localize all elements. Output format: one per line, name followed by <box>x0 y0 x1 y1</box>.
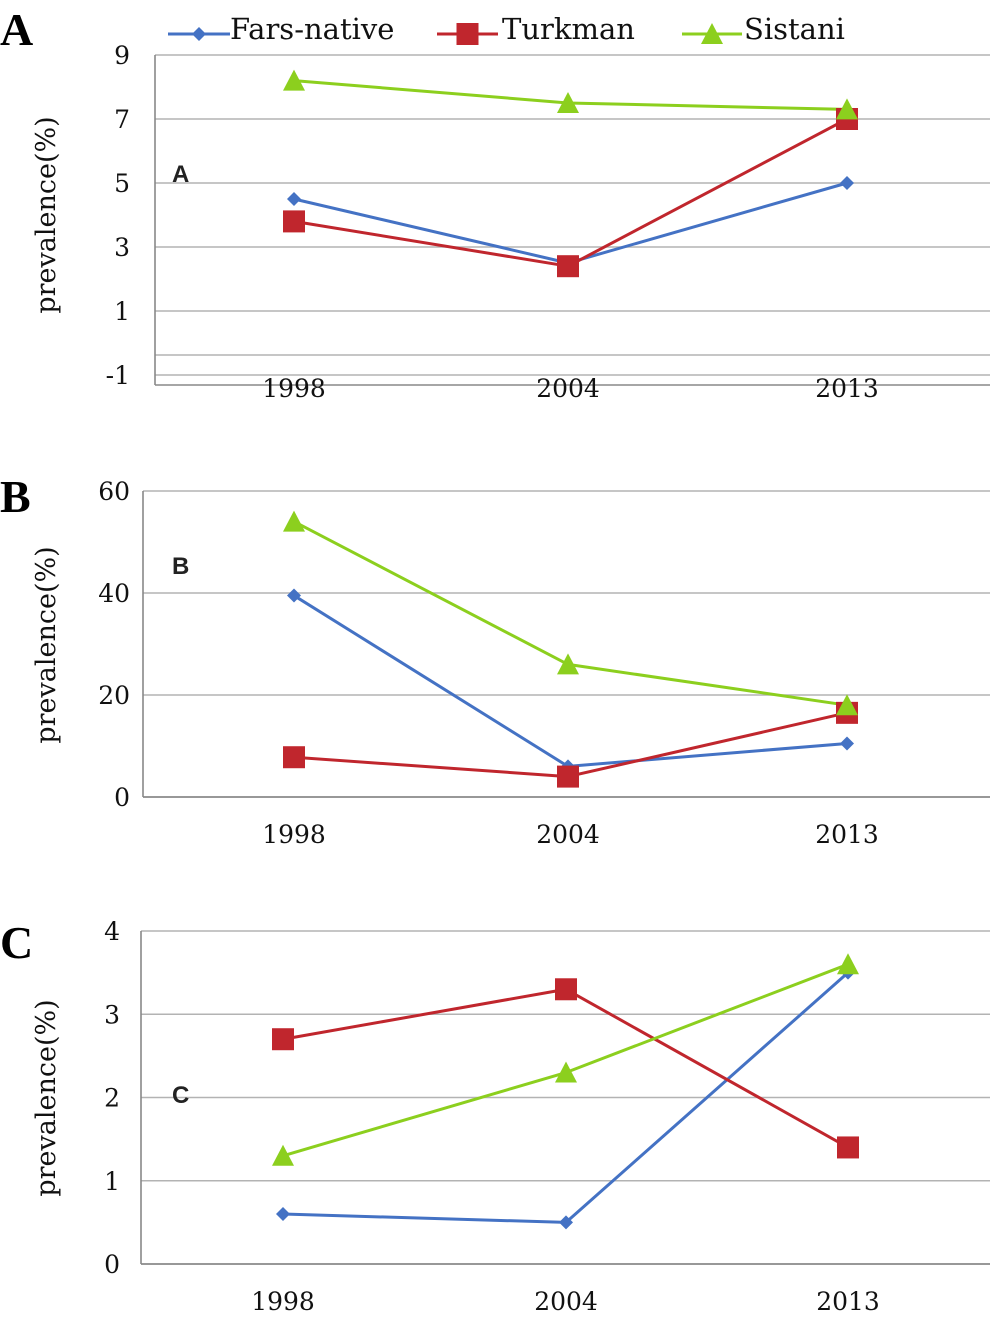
panel-c-point-turkman <box>837 1136 859 1159</box>
panel-a-xtick-label: 2004 <box>536 374 600 403</box>
panel-a-ytick-label: 1 <box>114 297 130 326</box>
legend-label-sistani: Sistani <box>744 12 845 46</box>
panel-a-point-fars-native <box>287 192 301 206</box>
panel-c-ytick-label: 2 <box>104 1084 120 1113</box>
panel-a-line-fars-native <box>293 181 848 265</box>
panel-c-xtick-label: 2013 <box>816 1287 880 1316</box>
panel-a: A 9 7 5 3 1 -1 prevalence(%) A 1998 2004 2013 <box>0 4 990 403</box>
panel-b-xtick-label: 1998 <box>262 820 326 849</box>
panel-a-point-turkman <box>557 255 579 278</box>
legend-item-sistani: Sistani <box>682 12 845 46</box>
panel-a-inner-label: A <box>172 161 189 188</box>
panel-b-point-sistani <box>283 510 305 532</box>
panel-b-inner-label: B <box>172 553 189 580</box>
legend-item-fars-native: Fars-native <box>168 12 394 46</box>
panel-a-ytick-label: 3 <box>114 233 130 262</box>
panel-b-line-fars-native <box>293 594 848 768</box>
panel-b-ylabel: prevalence(%) <box>31 546 62 743</box>
panel-a-ytick-label: 9 <box>114 41 130 70</box>
legend-marker-turkman <box>456 23 479 45</box>
panel-b-ytick-label: 60 <box>98 477 130 506</box>
panel-a-ytick-label: 7 <box>114 105 130 134</box>
panel-b-point-sistani <box>836 694 858 716</box>
panel-b-ytick-label: 40 <box>98 579 130 608</box>
panel-c-letter: C <box>0 917 33 968</box>
panel-a-point-turkman <box>283 210 305 233</box>
panel-b-point-turkman <box>557 765 579 788</box>
panel-c-point-sistani <box>837 953 859 975</box>
panel-a-letter: A <box>0 4 33 55</box>
panel-b-letter: B <box>0 471 31 522</box>
panel-b-xtick-label: 2004 <box>536 820 600 849</box>
panel-a-point-sistani <box>836 98 858 120</box>
panel-c-point-fars-native <box>276 1207 290 1222</box>
panel-a-point-sistani <box>557 92 579 113</box>
panel-c-ytick-label: 4 <box>104 917 120 946</box>
panel-c-point-turkman <box>555 978 577 1001</box>
panel-c: C 4 3 2 1 0 prevalence(%) C 1998 2004 2013 <box>0 917 990 1316</box>
panel-b-xtick-label: 2013 <box>815 820 879 849</box>
panel-b-ytick-label: 20 <box>98 681 130 710</box>
panel-b-ytick-label: 0 <box>114 783 130 812</box>
panel-b-point-fars-native <box>287 588 301 603</box>
panel-b-point-sistani <box>557 653 579 675</box>
panel-c-xtick-label: 2004 <box>534 1287 598 1316</box>
panel-b-point-fars-native <box>840 736 854 751</box>
panel-a-ylabel: prevalence(%) <box>31 116 62 313</box>
panel-c-point-sistani <box>555 1061 577 1083</box>
panel-a-line-turkman <box>293 117 848 268</box>
panel-c-ylabel: prevalence(%) <box>31 999 62 1196</box>
panel-a-point-sistani <box>283 69 305 91</box>
panel-a-xtick-label: 1998 <box>262 374 326 403</box>
legend-marker-fars-native <box>192 27 206 41</box>
legend-item-turkman: Turkman <box>437 12 635 46</box>
panel-c-ytick-label: 1 <box>104 1167 120 1196</box>
panel-c-ytick-label: 0 <box>104 1250 120 1279</box>
panel-c-point-fars-native <box>559 1215 573 1230</box>
panel-a-ytick-label: 5 <box>114 169 130 198</box>
legend-marker-sistani <box>701 23 723 44</box>
panel-c-inner-label: C <box>172 1082 189 1109</box>
panel-a-ytick-label: -1 <box>106 361 130 390</box>
panel-c-point-turkman <box>272 1028 294 1051</box>
panel-c-ytick-label: 3 <box>104 1000 120 1029</box>
legend: Fars-native Turkman Sistani <box>168 12 845 46</box>
panel-c-point-sistani <box>272 1144 294 1166</box>
panel-a-xtick-label: 2013 <box>815 374 879 403</box>
panel-b-point-turkman <box>283 746 305 769</box>
panel-b-line-sistani <box>293 520 848 707</box>
legend-label-fars-native: Fars-native <box>230 12 394 46</box>
legend-label-turkman: Turkman <box>502 12 635 46</box>
panel-c-xtick-label: 1998 <box>251 1287 315 1316</box>
panel-a-point-fars-native <box>840 176 854 190</box>
